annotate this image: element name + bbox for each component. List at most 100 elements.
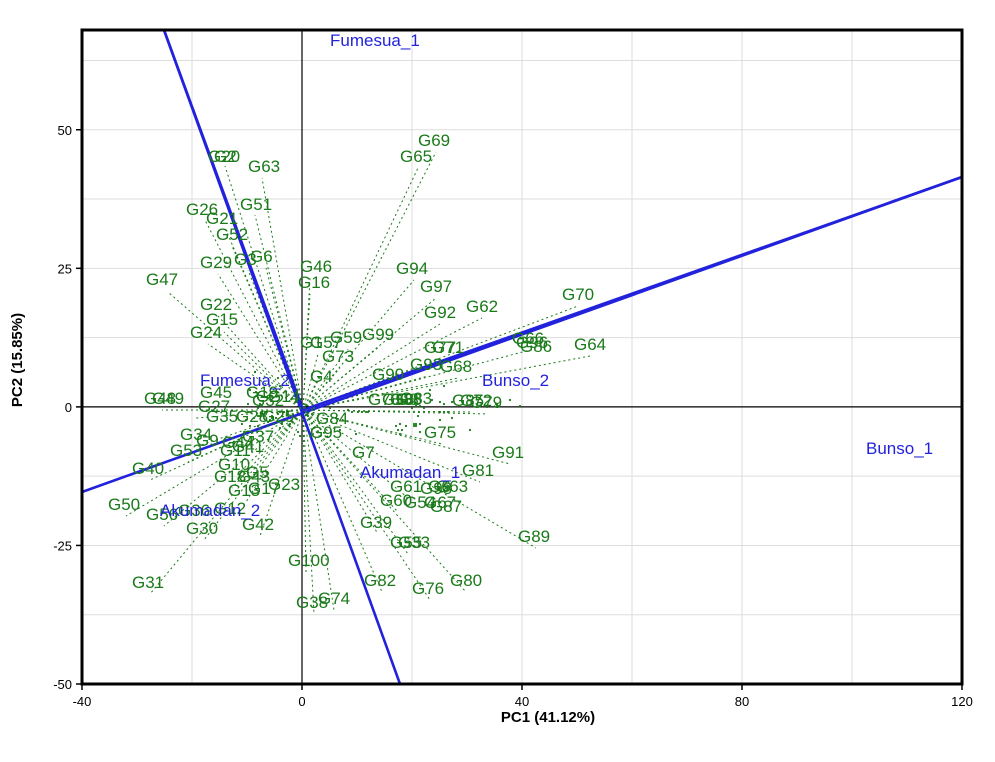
x-tick-label: -40 (73, 694, 92, 709)
genotype-label: G67 (424, 493, 456, 512)
genotype-label: G64 (574, 335, 606, 354)
genotype-label: G78 (368, 390, 400, 409)
genotype-label: G9 (196, 431, 219, 450)
genotype-point (256, 414, 260, 418)
genotype-spoke (302, 409, 307, 573)
genotype-point (414, 422, 418, 426)
genotype-point (288, 422, 292, 426)
genotype-point (438, 410, 442, 414)
genotype-spoke (203, 409, 304, 541)
genotype-point (412, 422, 416, 426)
y-tick-label: -50 (53, 677, 72, 692)
genotype-point (254, 390, 258, 394)
genotype-point (246, 410, 250, 414)
genotype-label: G58 (382, 390, 414, 409)
genotype-label: G42 (242, 515, 274, 534)
genotype-point (350, 410, 354, 414)
genotype-label: G92 (424, 303, 456, 322)
genotype-point (346, 408, 350, 412)
genotype-spoke (302, 409, 481, 483)
genotype-spoke (302, 409, 511, 465)
genotype-point (438, 418, 442, 422)
genotype-point (274, 394, 278, 398)
genotype-label: G44 (222, 433, 254, 452)
genotype-label: G37 (242, 427, 274, 446)
genotype-label: G60 (380, 491, 412, 510)
genotype-label: G31 (132, 573, 164, 592)
genotype-point (266, 396, 270, 400)
genotype-point (248, 388, 252, 392)
genotype-label: G93 (410, 355, 442, 374)
genotype-label: G62 (466, 297, 498, 316)
genotype-point (412, 424, 416, 428)
genotype-point (310, 412, 314, 416)
genotype-spoke (302, 409, 335, 611)
genotype-label: G17 (248, 479, 280, 498)
genotype-point (278, 410, 282, 414)
genotype-spoke (261, 177, 304, 411)
genotype-point (256, 424, 260, 428)
genotype-spoke (302, 305, 579, 411)
genotype-label: G25 (262, 407, 294, 426)
environment-label-fumesua_1: Fumesua_1 (330, 31, 420, 50)
genotype-point (312, 406, 316, 410)
genotype-label: G100 (288, 551, 330, 570)
genotype-label: G32 (252, 391, 284, 410)
genotype-point (442, 410, 446, 414)
genotype-spoke (302, 409, 315, 615)
genotype-point (450, 416, 454, 420)
genotype-label: G1 (300, 333, 323, 352)
genotype-label: G41 (232, 437, 264, 456)
genotype-label: G35 (206, 407, 238, 426)
genotype-point (266, 424, 270, 428)
genotype-label: G2 (256, 387, 279, 406)
genotype-point (272, 422, 276, 426)
genotype-spoke (217, 273, 304, 411)
genotype-point (286, 412, 290, 416)
genotype-point (280, 420, 284, 424)
environment-vector-fumesua_2 (162, 29, 305, 411)
genotype-label: G23 (268, 475, 300, 494)
genotype-label: G29 (200, 253, 232, 272)
genotype-point (242, 430, 246, 434)
genotype-point (518, 404, 522, 408)
genotype-point (495, 403, 499, 407)
genotype-label: G52 (216, 225, 248, 244)
genotype-label: G47 (146, 270, 178, 289)
genotype-label: G11 (220, 441, 251, 460)
genotype-spoke (217, 315, 304, 411)
genotype-spoke (235, 409, 304, 477)
genotype-point (252, 416, 256, 420)
genotype-label: G86 (520, 337, 552, 356)
genotype-point (438, 400, 442, 404)
genotype-spoke (302, 409, 443, 445)
environment-label-bunso_2: Bunso_2 (482, 371, 549, 390)
genotype-point (280, 422, 284, 426)
genotype-spoke (302, 409, 383, 593)
genotype-point (268, 418, 272, 422)
genotype-point (446, 410, 450, 414)
genotype-label: G43 (238, 467, 270, 486)
genotype-point (294, 400, 298, 404)
genotype-label: G38 (296, 593, 328, 612)
genotype-point (338, 428, 342, 432)
genotype-label: G66 (512, 329, 544, 348)
genotype-label: G55 (390, 533, 422, 552)
genotype-label: G46 (300, 257, 332, 276)
genotype-point (260, 412, 264, 416)
genotype-point (414, 404, 418, 408)
genotype-point (280, 414, 284, 418)
genotype-label: G98 (420, 479, 452, 498)
x-axis-title: PC1 (41.12%) (501, 709, 595, 726)
genotype-point (246, 402, 250, 406)
genotype-label: G34 (180, 425, 212, 444)
genotype-point (394, 424, 398, 428)
genotype-point (270, 416, 274, 420)
genotype-point (248, 410, 252, 414)
genotype-point (354, 432, 358, 436)
genotype-label: G74 (318, 589, 350, 608)
genotype-point (278, 426, 282, 430)
genotype-label: G6 (428, 477, 451, 496)
genotype-spoke (207, 343, 304, 411)
genotype-label: G53 (170, 441, 202, 460)
